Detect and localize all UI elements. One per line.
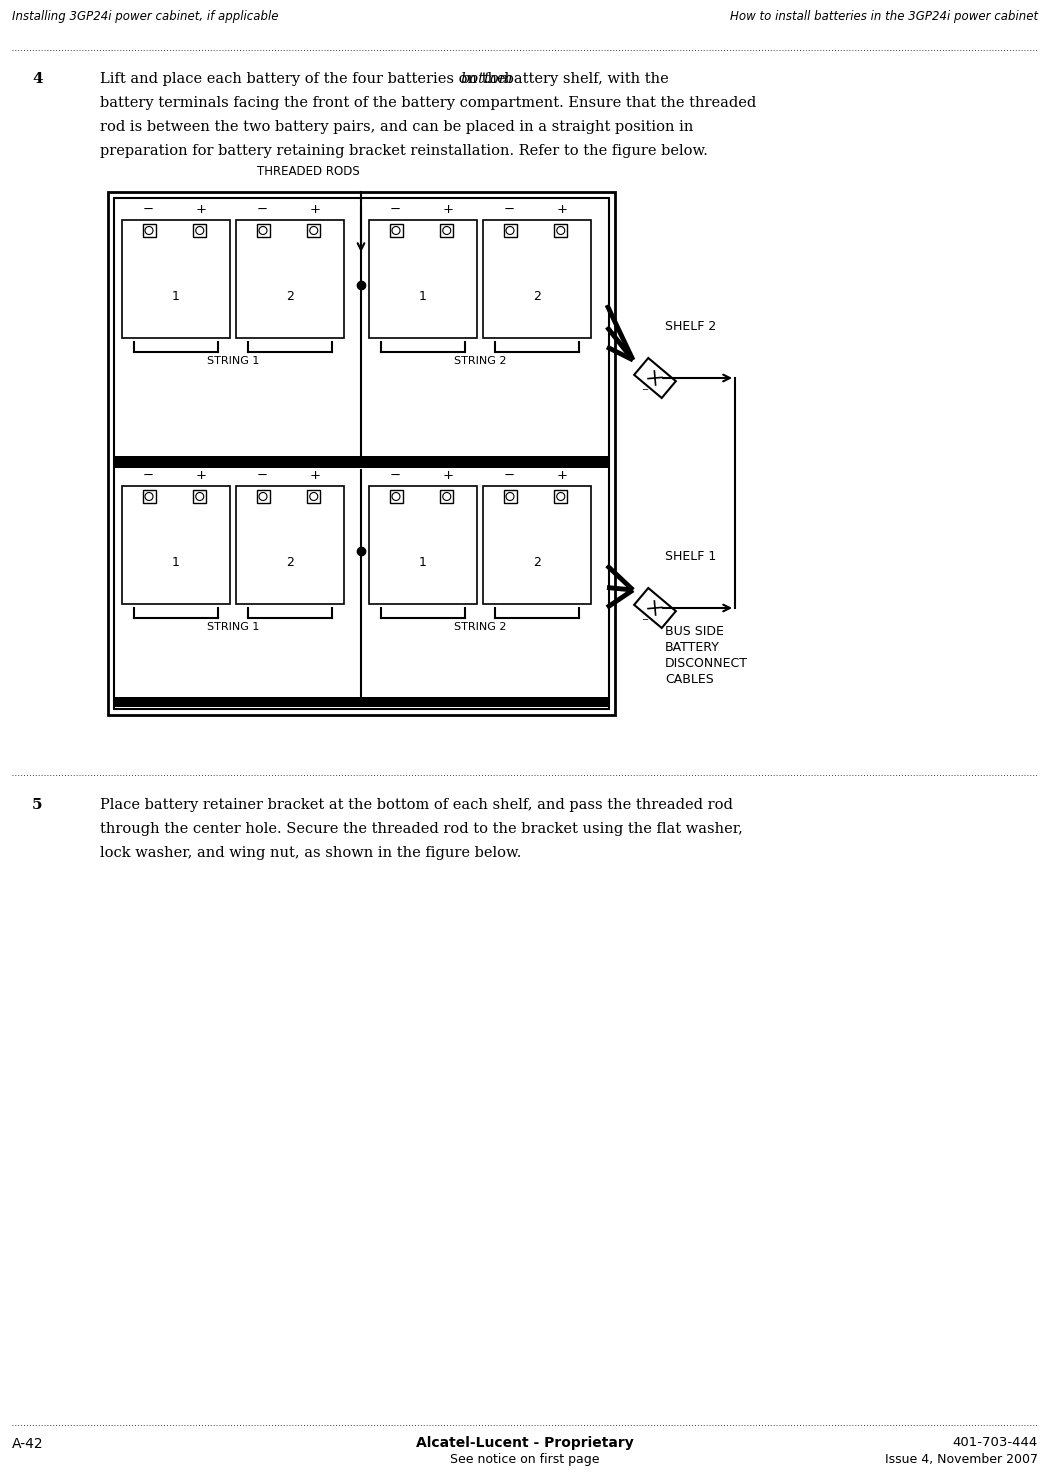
Text: 5: 5 bbox=[32, 798, 42, 813]
Text: bottom: bottom bbox=[460, 72, 512, 85]
Text: 2: 2 bbox=[533, 290, 541, 303]
Text: battery shelf, with the: battery shelf, with the bbox=[500, 72, 669, 85]
Text: battery terminals facing the front of the battery compartment. Ensure that the t: battery terminals facing the front of th… bbox=[100, 96, 756, 110]
Text: −: − bbox=[143, 470, 153, 481]
Text: See notice on first page: See notice on first page bbox=[450, 1453, 600, 1466]
Bar bbox=[114, 456, 609, 468]
Bar bbox=[108, 191, 615, 715]
Circle shape bbox=[556, 227, 565, 234]
Text: lock washer, and wing nut, as shown in the figure below.: lock washer, and wing nut, as shown in t… bbox=[100, 846, 522, 860]
Text: +: + bbox=[310, 470, 320, 481]
Text: 4: 4 bbox=[32, 72, 43, 85]
Bar bbox=[236, 486, 344, 604]
Text: 1: 1 bbox=[419, 290, 427, 303]
Text: STRING 2: STRING 2 bbox=[454, 356, 506, 367]
Polygon shape bbox=[634, 587, 676, 629]
Text: −: − bbox=[256, 203, 268, 216]
Text: 2: 2 bbox=[286, 556, 294, 570]
Circle shape bbox=[556, 493, 565, 500]
Circle shape bbox=[195, 493, 204, 500]
Text: 401-703-444: 401-703-444 bbox=[952, 1437, 1038, 1448]
Text: Installing 3GP24i power cabinet, if applicable: Installing 3GP24i power cabinet, if appl… bbox=[12, 10, 278, 24]
Circle shape bbox=[506, 493, 514, 500]
Circle shape bbox=[392, 493, 400, 500]
Bar bbox=[504, 224, 517, 237]
Circle shape bbox=[443, 227, 450, 234]
Text: STRING 1: STRING 1 bbox=[207, 356, 259, 367]
Text: 2: 2 bbox=[533, 556, 541, 570]
Text: +: + bbox=[556, 470, 567, 481]
Circle shape bbox=[443, 493, 450, 500]
Circle shape bbox=[195, 227, 204, 234]
Text: rod is between the two battery pairs, and can be placed in a straight position i: rod is between the two battery pairs, an… bbox=[100, 121, 693, 134]
Bar bbox=[308, 490, 320, 503]
Circle shape bbox=[310, 227, 318, 234]
Bar bbox=[114, 698, 609, 707]
Text: −: − bbox=[503, 470, 514, 481]
Circle shape bbox=[310, 493, 318, 500]
Text: +: + bbox=[195, 470, 206, 481]
Bar bbox=[483, 486, 591, 604]
Text: +: + bbox=[195, 203, 206, 216]
Text: A-42: A-42 bbox=[12, 1437, 44, 1451]
Bar bbox=[440, 224, 454, 237]
Text: −: − bbox=[143, 203, 153, 216]
Bar bbox=[554, 490, 567, 503]
Text: 1: 1 bbox=[172, 556, 180, 570]
Bar bbox=[369, 486, 477, 604]
Text: Issue 4, November 2007: Issue 4, November 2007 bbox=[885, 1453, 1038, 1466]
Text: SHELF 2: SHELF 2 bbox=[665, 319, 716, 333]
Bar bbox=[504, 490, 517, 503]
Circle shape bbox=[259, 227, 267, 234]
Bar bbox=[554, 224, 567, 237]
Bar bbox=[256, 490, 270, 503]
Bar bbox=[369, 219, 477, 339]
Text: −: − bbox=[642, 615, 649, 624]
Bar bbox=[236, 219, 344, 339]
Text: How to install batteries in the 3GP24i power cabinet: How to install batteries in the 3GP24i p… bbox=[730, 10, 1038, 24]
Text: STRING 1: STRING 1 bbox=[207, 623, 259, 631]
Text: through the center hole. Secure the threaded rod to the bracket using the flat w: through the center hole. Secure the thre… bbox=[100, 821, 743, 836]
Bar bbox=[143, 490, 155, 503]
Text: Lift and place each battery of the four batteries on the: Lift and place each battery of the four … bbox=[100, 72, 510, 85]
Bar bbox=[390, 490, 402, 503]
Text: −: − bbox=[256, 470, 268, 481]
Text: −: − bbox=[503, 203, 514, 216]
Text: −: − bbox=[390, 470, 400, 481]
Text: preparation for battery retaining bracket reinstallation. Refer to the figure be: preparation for battery retaining bracke… bbox=[100, 144, 708, 158]
Text: +: + bbox=[556, 203, 567, 216]
Bar bbox=[483, 219, 591, 339]
Text: 2: 2 bbox=[286, 290, 294, 303]
Bar bbox=[193, 224, 206, 237]
Circle shape bbox=[145, 493, 153, 500]
Text: +: + bbox=[442, 470, 454, 481]
Text: +: + bbox=[310, 203, 320, 216]
Bar bbox=[122, 486, 230, 604]
Text: SHELF 1: SHELF 1 bbox=[665, 551, 716, 562]
Circle shape bbox=[506, 227, 514, 234]
Bar bbox=[193, 490, 206, 503]
Text: −: − bbox=[390, 203, 400, 216]
Text: +: + bbox=[442, 203, 454, 216]
Circle shape bbox=[259, 493, 267, 500]
Circle shape bbox=[392, 227, 400, 234]
Bar bbox=[308, 224, 320, 237]
Text: Alcatel-Lucent - Proprietary: Alcatel-Lucent - Proprietary bbox=[416, 1437, 634, 1450]
Bar bbox=[440, 490, 454, 503]
Bar bbox=[143, 224, 155, 237]
Text: BUS SIDE
BATTERY
DISCONNECT
CABLES: BUS SIDE BATTERY DISCONNECT CABLES bbox=[665, 626, 748, 686]
Text: Place battery retainer bracket at the bottom of each shelf, and pass the threade: Place battery retainer bracket at the bo… bbox=[100, 798, 733, 813]
Text: THREADED RODS: THREADED RODS bbox=[256, 165, 359, 178]
Circle shape bbox=[145, 227, 153, 234]
Bar bbox=[390, 224, 402, 237]
Text: STRING 2: STRING 2 bbox=[454, 623, 506, 631]
Text: −: − bbox=[642, 386, 649, 394]
Text: 1: 1 bbox=[419, 556, 427, 570]
Bar bbox=[256, 224, 270, 237]
Bar bbox=[114, 199, 609, 710]
Polygon shape bbox=[634, 358, 676, 397]
Text: 1: 1 bbox=[172, 290, 180, 303]
Bar bbox=[122, 219, 230, 339]
